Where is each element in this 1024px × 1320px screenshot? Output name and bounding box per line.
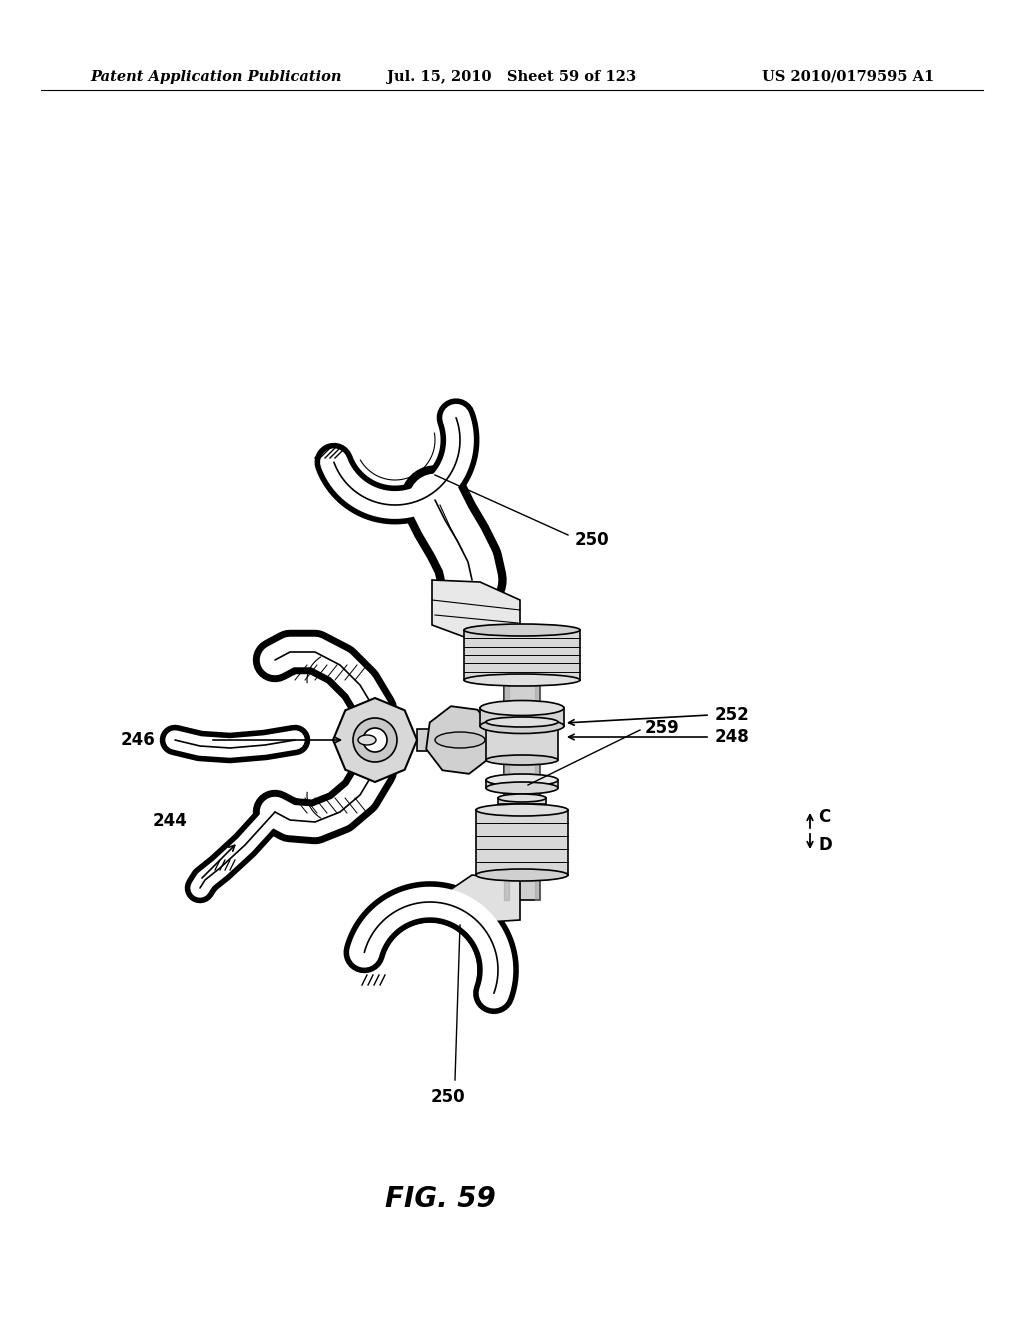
- Text: US 2010/0179595 A1: US 2010/0179595 A1: [762, 70, 934, 83]
- Ellipse shape: [435, 733, 485, 748]
- Polygon shape: [426, 706, 494, 774]
- Text: 250: 250: [575, 531, 609, 549]
- Bar: [464, 630, 580, 680]
- Polygon shape: [432, 579, 520, 642]
- Bar: [476, 810, 568, 875]
- Text: D: D: [818, 836, 831, 854]
- Text: 259: 259: [645, 719, 680, 737]
- Bar: [486, 780, 558, 788]
- Ellipse shape: [486, 774, 558, 785]
- Bar: [480, 708, 564, 726]
- Ellipse shape: [464, 624, 580, 636]
- Text: 246: 246: [120, 731, 155, 748]
- Text: C: C: [818, 808, 830, 826]
- Text: FIG. 59: FIG. 59: [385, 1184, 496, 1213]
- Text: 244: 244: [153, 812, 187, 830]
- Text: 252: 252: [715, 706, 750, 723]
- Ellipse shape: [476, 804, 568, 816]
- Polygon shape: [333, 698, 417, 781]
- Bar: [498, 799, 546, 804]
- Polygon shape: [445, 875, 520, 925]
- Bar: [417, 729, 486, 751]
- Ellipse shape: [464, 675, 580, 686]
- Circle shape: [353, 718, 397, 762]
- Text: Jul. 15, 2010   Sheet 59 of 123: Jul. 15, 2010 Sheet 59 of 123: [387, 70, 637, 83]
- Ellipse shape: [498, 795, 546, 803]
- Ellipse shape: [476, 869, 568, 880]
- Bar: [504, 680, 540, 900]
- Ellipse shape: [358, 735, 376, 744]
- Ellipse shape: [486, 755, 558, 766]
- Text: 250: 250: [431, 1088, 465, 1106]
- Text: 248: 248: [715, 729, 750, 746]
- Ellipse shape: [486, 781, 558, 795]
- Ellipse shape: [480, 718, 564, 734]
- Text: Patent Application Publication: Patent Application Publication: [90, 70, 342, 83]
- Ellipse shape: [480, 701, 564, 715]
- Ellipse shape: [486, 717, 558, 727]
- Circle shape: [362, 729, 387, 752]
- Bar: [486, 722, 558, 760]
